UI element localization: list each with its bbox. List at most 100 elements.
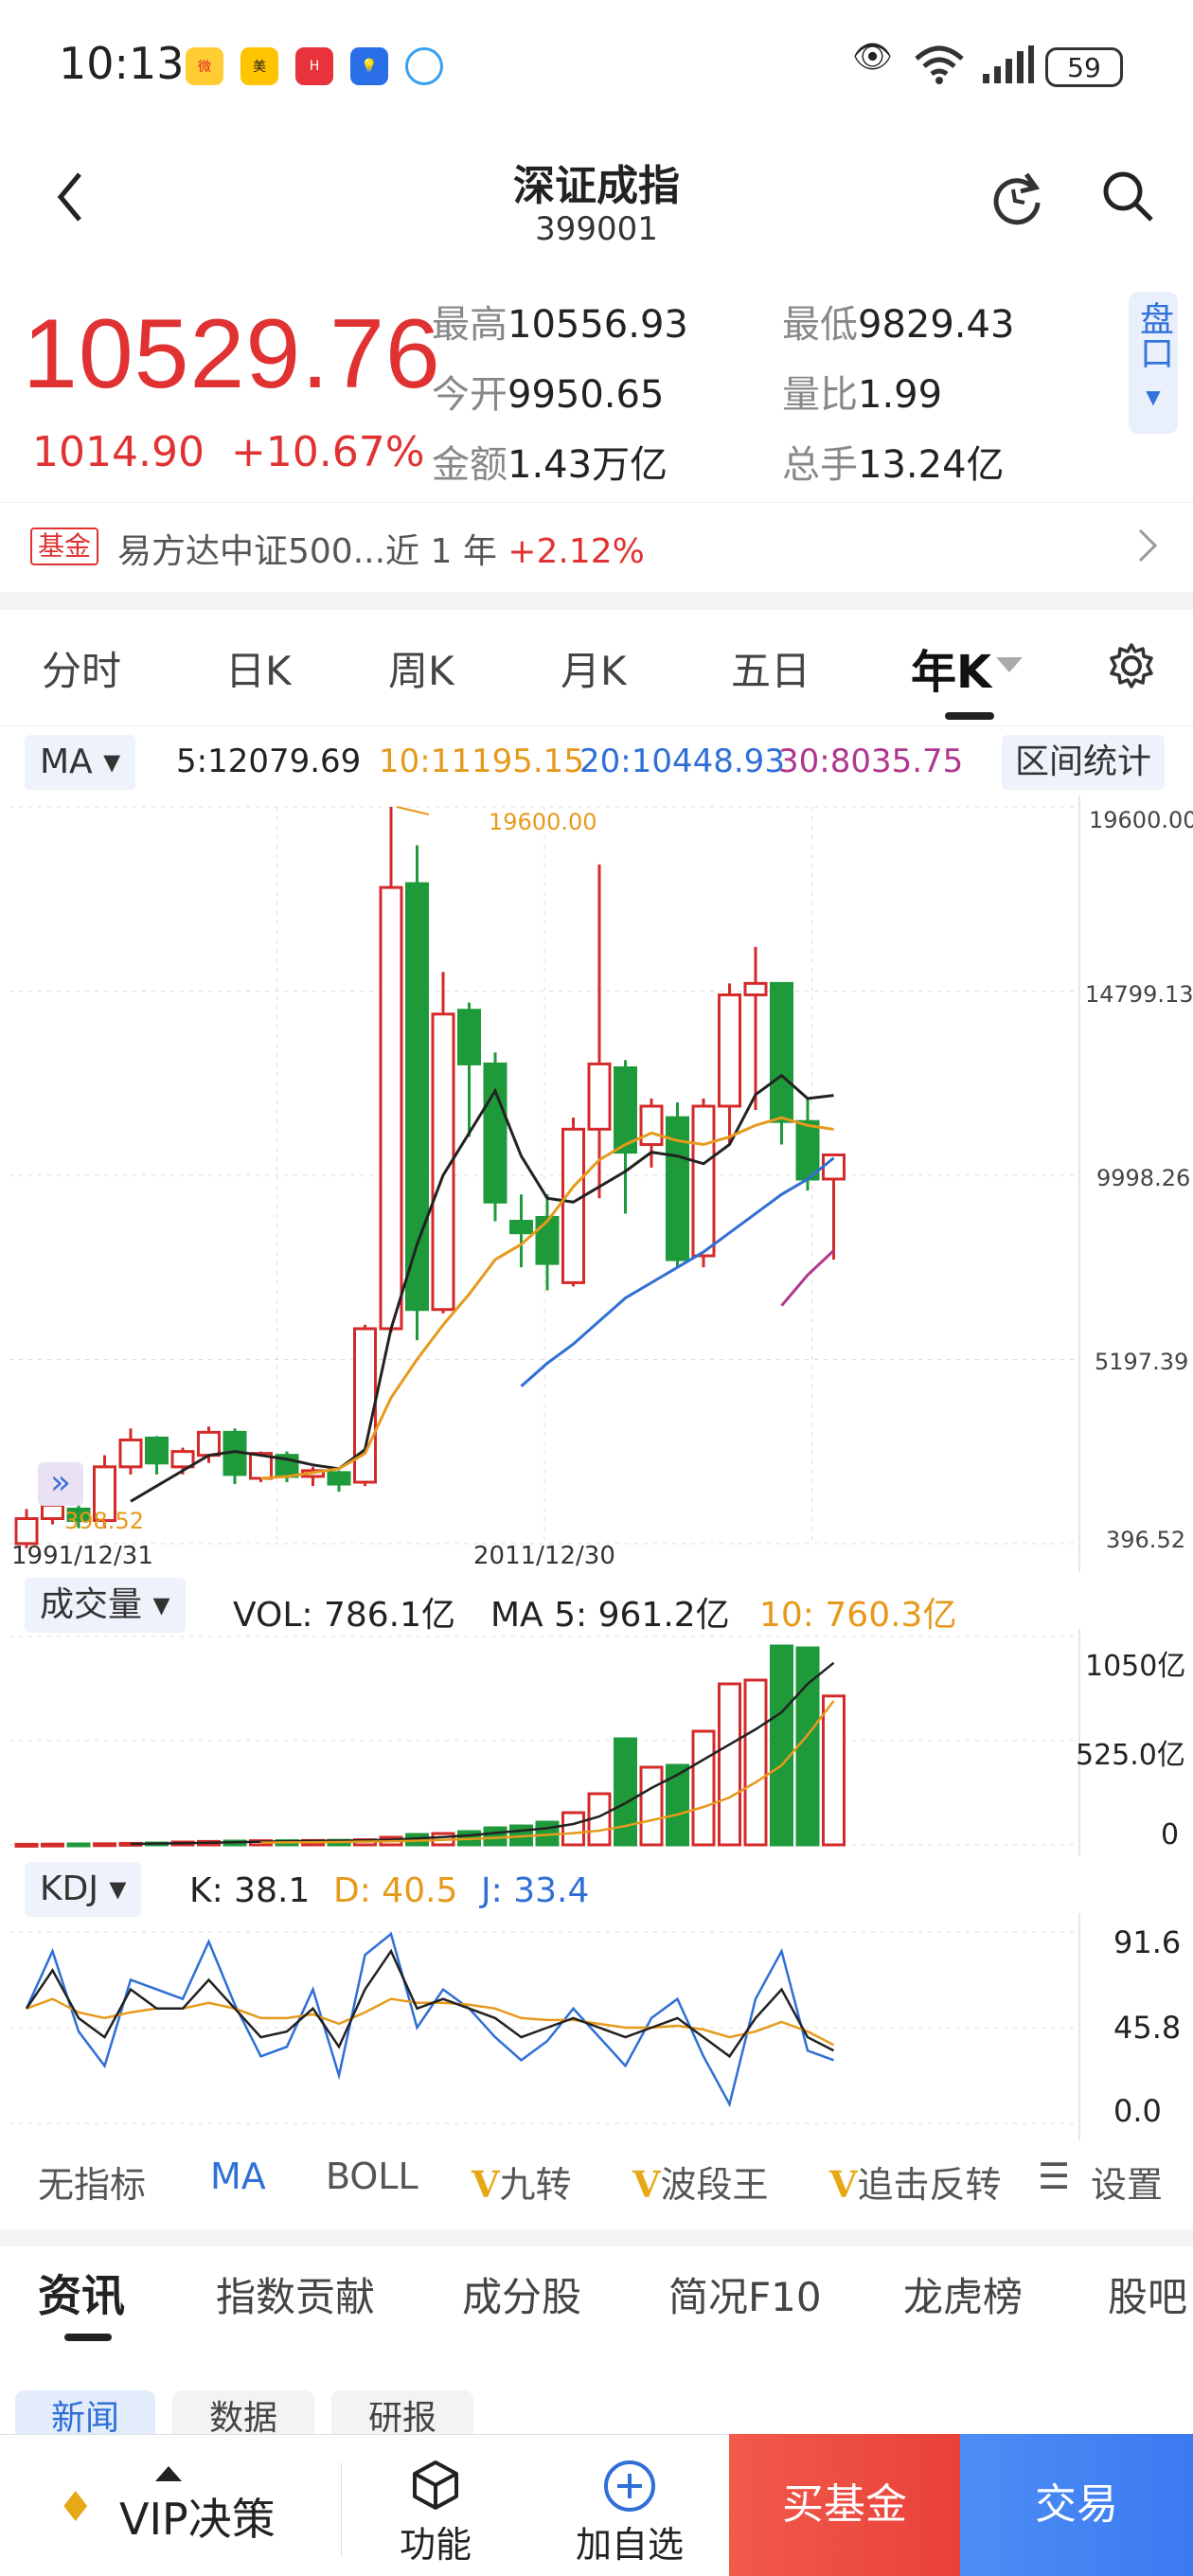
candle-body — [170, 1450, 195, 1469]
buy-fund-button[interactable]: 买基金 — [729, 2434, 960, 2576]
volume-bar — [93, 1842, 116, 1848]
volume-selector[interactable]: 成交量 ▾ — [25, 1578, 186, 1633]
kdj-k-line — [25, 1948, 835, 2059]
vol-ma10: 10: 760.3亿 — [759, 1596, 957, 1635]
page-title: 深证成指 — [513, 162, 680, 210]
vip-button[interactable]: VIP决策 — [119, 2494, 276, 2545]
candle-body — [795, 1119, 820, 1181]
add-icon — [602, 2459, 657, 2517]
tab-week-k[interactable]: 周K — [388, 648, 454, 694]
ma5-line — [130, 1073, 834, 1503]
back-icon[interactable] — [53, 169, 87, 229]
axis-label: 0 — [1161, 1818, 1180, 1852]
ma20-line — [520, 1156, 835, 1387]
tab-five-day[interactable]: 五日 — [731, 648, 811, 694]
weibo-icon: 微 — [186, 47, 223, 85]
volume-bar — [14, 1842, 39, 1848]
volume-bar — [639, 1765, 664, 1847]
tab-lhb[interactable]: 龙虎榜 — [903, 2274, 1024, 2320]
tab-news[interactable]: 资讯 — [38, 2270, 125, 2321]
battery-indicator: 59 — [1045, 47, 1123, 87]
candle-body — [561, 1127, 585, 1284]
tab-fenshi[interactable]: 分时 — [42, 648, 122, 694]
ma20-label: 20:10448.93 — [579, 742, 785, 780]
axis-label: 9998.26 — [1096, 1165, 1191, 1191]
volume-chart — [9, 1629, 1080, 1856]
indicator-jiuzhuan[interactable]: V九转 — [472, 2163, 572, 2206]
axis-label: 5197.39 — [1095, 1349, 1189, 1375]
indicator-settings[interactable]: 设置 — [1091, 2164, 1164, 2206]
kdj-j: J: 33.4 — [481, 1871, 590, 1910]
tab-day-k[interactable]: 日K — [225, 648, 292, 694]
kdj-d-line — [26, 1997, 835, 2047]
divider — [0, 725, 1193, 726]
volume-ratio-stat: 量比1.99 — [782, 373, 943, 417]
indicator-zhuiji[interactable]: V追击反转 — [829, 2163, 1002, 2206]
axis-label: 1050亿 — [1085, 1650, 1186, 1683]
candle-body — [587, 1062, 612, 1131]
ma10-label: 10:11195.15 — [379, 742, 584, 780]
date-mid: 2011/12/30 — [473, 1542, 615, 1570]
candle-body — [327, 1471, 351, 1486]
last-price: 10529.76 — [23, 299, 441, 409]
candle-body — [66, 1507, 91, 1523]
caret-up-icon[interactable] — [155, 2466, 182, 2481]
tab-guba[interactable]: 股吧 — [1108, 2274, 1188, 2320]
caret-down-icon — [996, 657, 1023, 672]
vol-ma5: MA 5: 961.2亿 — [490, 1596, 730, 1635]
axis-label: 19600.00 — [1089, 807, 1193, 833]
candle-body — [718, 993, 741, 1108]
high-marker: 19600.00 — [489, 809, 597, 835]
candle-body — [41, 1503, 64, 1521]
date-start: 1991/12/31 — [11, 1542, 153, 1570]
settings-icon[interactable]: ☰ — [1038, 2156, 1071, 2197]
trade-button[interactable]: 交易 — [960, 2434, 1193, 2576]
refresh-icon[interactable] — [988, 169, 1045, 229]
candle-body — [145, 1436, 169, 1465]
gear-icon[interactable] — [1108, 642, 1155, 693]
candle-body — [405, 882, 429, 1312]
active-tab-indicator — [945, 712, 994, 720]
eye-icon: 👁 — [852, 38, 894, 76]
kdj-selector[interactable]: KDJ ▾ — [25, 1862, 142, 1917]
candlestick-chart[interactable] — [0, 796, 1193, 1572]
huawei-icon: H — [295, 47, 333, 85]
axis-label: 91.6 — [1113, 1924, 1182, 1960]
meituan-icon: 美 — [240, 47, 278, 85]
pankou-button[interactable]: 盘口 ▼ — [1129, 292, 1178, 434]
candle-body — [639, 1104, 664, 1147]
expand-icon[interactable]: » — [38, 1462, 83, 1506]
tab-f10[interactable]: 简况F10 — [668, 2274, 822, 2320]
candle-body — [118, 1438, 143, 1469]
ma-selector[interactable]: MA ▾ — [25, 735, 136, 790]
add-watchlist-button[interactable]: 加自选 — [576, 2524, 685, 2566]
candle-body — [614, 1065, 637, 1154]
total-hands-stat: 总手13.24亿 — [782, 443, 1005, 487]
indicator-none[interactable]: 无指标 — [38, 2164, 147, 2206]
candle-body — [93, 1465, 116, 1523]
volume-bar — [718, 1682, 741, 1847]
func-button[interactable]: 功能 — [400, 2524, 472, 2566]
volume-bar — [614, 1737, 637, 1847]
tab-index-contrib[interactable]: 指数贡献 — [216, 2274, 376, 2320]
tab-constituents[interactable]: 成分股 — [462, 2274, 582, 2320]
fund-banner[interactable] — [0, 502, 1193, 593]
indicator-ma[interactable]: MA — [210, 2156, 266, 2197]
candle-body — [431, 1012, 455, 1312]
candle-body — [535, 1215, 560, 1265]
axis-label: 45.8 — [1113, 2010, 1182, 2046]
volume-bar — [743, 1678, 768, 1847]
active-tab-indicator — [64, 2334, 112, 2341]
volume-bar — [691, 1729, 716, 1847]
indicator-boll[interactable]: BOLL — [326, 2156, 418, 2197]
kdj-d: D: 40.5 — [333, 1871, 458, 1910]
axis-label: 396.52 — [1106, 1527, 1185, 1553]
tab-month-k[interactable]: 月K — [561, 648, 627, 694]
range-stats-button[interactable]: 区间统计 — [1002, 735, 1166, 790]
tab-year-k[interactable]: 年K — [911, 646, 992, 699]
amount-stat: 金额1.43万亿 — [432, 443, 668, 487]
search-icon[interactable] — [1100, 169, 1157, 229]
low-marker: 398.52 — [64, 1508, 144, 1534]
volume-bar — [770, 1644, 793, 1847]
indicator-boduanwang[interactable]: V波段王 — [632, 2163, 769, 2206]
